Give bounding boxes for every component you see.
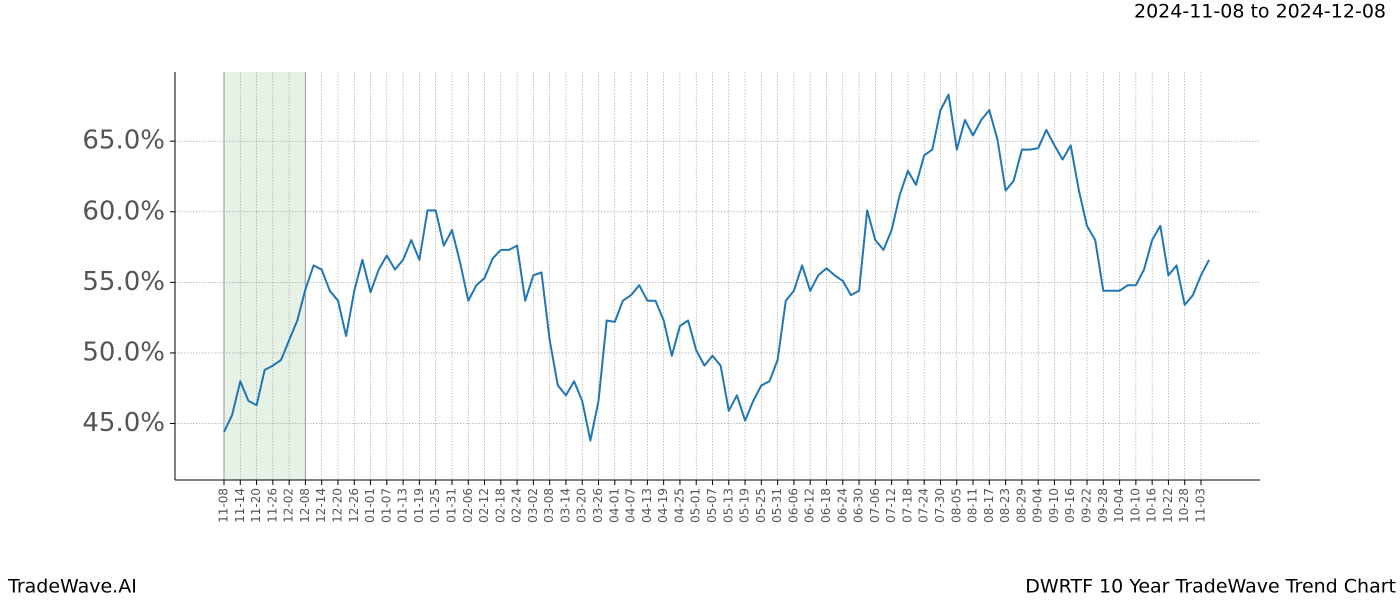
- x-tick-label: 03-20: [575, 488, 589, 523]
- x-tick-label: 06-12: [803, 488, 817, 523]
- x-tick-label: 09-16: [1063, 488, 1077, 523]
- x-tick-label: 11-14: [233, 488, 247, 523]
- x-tick-label: 02-18: [493, 488, 507, 523]
- x-tick-label: 09-10: [1047, 488, 1061, 523]
- x-tick-label: 08-29: [1014, 488, 1028, 523]
- line-series: [223, 93, 1210, 442]
- x-tick-label: 01-19: [412, 488, 426, 523]
- x-tick-label: 08-05: [949, 488, 963, 523]
- x-tick-label: 10-22: [1161, 488, 1175, 523]
- x-tick-label: 01-01: [363, 488, 377, 523]
- x-tick-label: 12-14: [314, 488, 328, 523]
- x-tick-label: 11-03: [1194, 488, 1208, 523]
- x-tick-label: 05-13: [721, 488, 735, 523]
- x-tick-label: 03-14: [558, 488, 572, 523]
- y-tick-label: 45.0%: [82, 408, 165, 438]
- x-tick-label: 04-25: [672, 488, 686, 523]
- x-tick-label: 08-17: [982, 488, 996, 523]
- x-tick-label: 07-30: [933, 488, 947, 523]
- x-tick-label: 11-08: [217, 488, 231, 523]
- x-tick-label: 04-13: [640, 488, 654, 523]
- x-tick-label: 09-04: [1031, 488, 1045, 523]
- x-tick-label: 09-22: [1080, 488, 1094, 523]
- x-tick-label: 04-01: [607, 488, 621, 523]
- x-tick-label: 05-31: [770, 488, 784, 523]
- footer-right: DWRTF 10 Year TradeWave Trend Chart: [1025, 576, 1396, 598]
- x-tick-label: 02-06: [461, 488, 475, 523]
- x-tick-label: 07-18: [900, 488, 914, 523]
- x-tick-label: 03-02: [526, 488, 540, 523]
- x-tick-label: 10-04: [1112, 488, 1126, 523]
- x-tick-label: 06-30: [852, 488, 866, 523]
- x-tick-label: 07-12: [884, 488, 898, 523]
- x-tick-label: 07-24: [917, 488, 931, 523]
- x-tick-label: 03-08: [542, 488, 556, 523]
- x-tick-label: 05-25: [754, 488, 768, 523]
- x-tick-label: 09-28: [1096, 488, 1110, 523]
- y-tick-label: 65.0%: [82, 126, 165, 156]
- x-tick-label: 01-07: [379, 488, 393, 523]
- y-tick-label: 50.0%: [82, 337, 165, 367]
- x-tick-label: 02-12: [477, 488, 491, 523]
- x-tick-label: 04-07: [624, 488, 638, 523]
- highlight-band: [224, 72, 306, 480]
- x-tick-label: 10-10: [1128, 488, 1142, 523]
- x-tick-label: 12-26: [347, 488, 361, 523]
- y-tick-label: 60.0%: [82, 196, 165, 226]
- x-tick-label: 05-01: [689, 488, 703, 523]
- x-tick-label: 11-20: [249, 488, 263, 523]
- x-tick-label: 02-24: [510, 488, 524, 523]
- x-tick-label: 10-16: [1145, 488, 1159, 523]
- x-tick-label: 01-13: [396, 488, 410, 523]
- x-tick-label: 06-18: [819, 488, 833, 523]
- x-tick-label: 05-07: [705, 488, 719, 523]
- x-tick-label: 05-19: [738, 488, 752, 523]
- x-tick-label: 10-28: [1177, 488, 1191, 523]
- y-tick-label: 55.0%: [82, 267, 165, 297]
- x-tick-label: 01-25: [428, 488, 442, 523]
- x-tick-label: 04-19: [656, 488, 670, 523]
- x-tick-label: 07-06: [868, 488, 882, 523]
- x-tick-label: 06-24: [835, 488, 849, 523]
- date-range: 2024-11-08 to 2024-12-08: [1134, 1, 1386, 23]
- x-tick-label: 08-11: [966, 488, 980, 523]
- x-tick-label: 12-08: [298, 488, 312, 523]
- x-tick-label: 11-26: [265, 488, 279, 523]
- x-tick-label: 01-31: [444, 488, 458, 523]
- x-tick-label: 12-02: [282, 488, 296, 523]
- x-tick-label: 12-20: [330, 488, 344, 523]
- x-tick-label: 03-26: [591, 488, 605, 523]
- x-tick-label: 08-23: [998, 488, 1012, 523]
- footer-left: TradeWave.AI: [7, 576, 137, 598]
- x-tick-label: 06-06: [786, 488, 800, 523]
